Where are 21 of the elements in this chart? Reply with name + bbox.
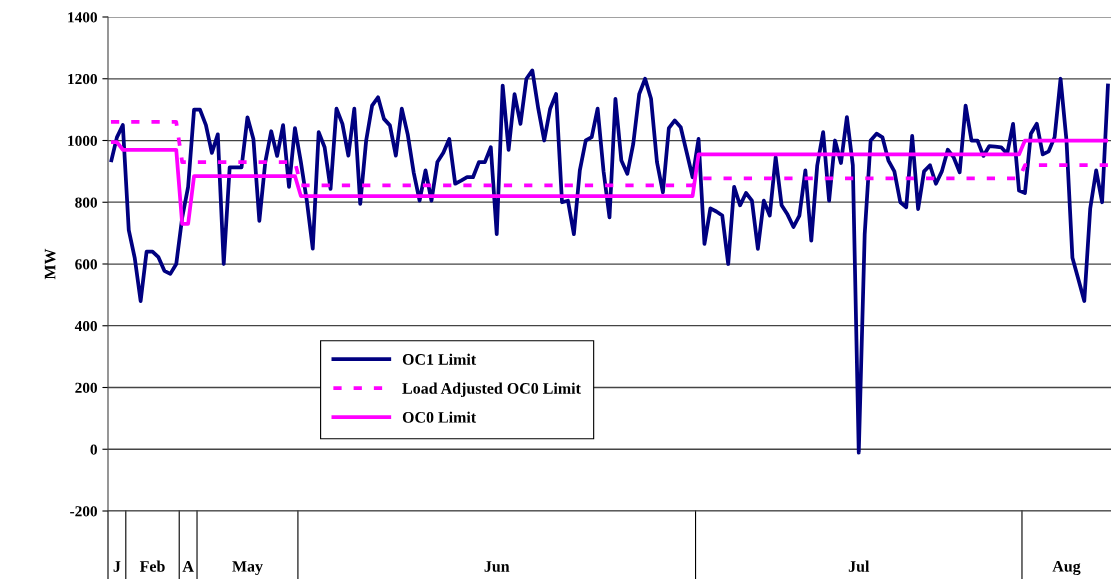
y-tick-label: 400 xyxy=(74,320,97,332)
legend-label: OC0 Limit xyxy=(402,411,477,423)
x-tick-label: May xyxy=(232,561,263,576)
y-tick-label: 1400 xyxy=(68,12,97,23)
y-axis-title: MW xyxy=(44,248,56,280)
x-tick-label: Feb xyxy=(139,560,165,572)
x-tick-label: Jul xyxy=(848,560,870,572)
x-tick-label: J xyxy=(113,561,121,572)
line-series xyxy=(109,68,1110,455)
y-tick-label: 0 xyxy=(90,444,97,455)
legend-label: OC1 Limit xyxy=(402,353,477,365)
y-tick-label: 1200 xyxy=(68,73,97,85)
y-tick-label: 1000 xyxy=(68,135,97,146)
x-tick-label: Aug xyxy=(1052,560,1081,576)
y-tick-label: -200 xyxy=(70,506,97,517)
x-tick-label: A xyxy=(182,561,194,572)
x-tick-label: Jun xyxy=(484,561,510,572)
legend-label: Load Adjusted OC0 Limit xyxy=(402,382,581,398)
y-tick-label: 200 xyxy=(75,382,97,393)
y-tick-label: 800 xyxy=(75,197,97,208)
y-tick-label: 600 xyxy=(75,259,97,270)
